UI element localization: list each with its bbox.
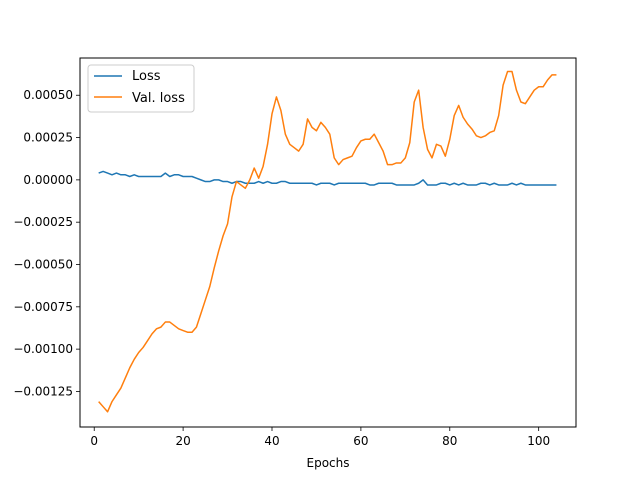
x-tick-label: 100 <box>527 434 550 448</box>
series-line-val-loss <box>98 70 557 413</box>
y-tick-label: −0.00075 <box>13 300 73 314</box>
x-tick-label: 80 <box>442 434 457 448</box>
legend-label-val-loss: Val. loss <box>132 91 185 106</box>
axis-ticks: 0 20 40 60 80 100 −0.00125 −0.00100 −0.00075 −0.0… <box>13 88 550 448</box>
y-tick-label: 0.00025 <box>23 131 73 145</box>
x-tick-label: 60 <box>353 434 368 448</box>
x-tick-label: 20 <box>175 434 190 448</box>
x-tick-label: 0 <box>90 434 98 448</box>
y-tick-label: −0.00100 <box>13 342 73 356</box>
legend-label-loss: Loss <box>132 69 161 84</box>
y-tick-label: 0.00000 <box>23 173 73 187</box>
y-tick-label: 0.00050 <box>23 88 73 102</box>
y-tick-label: −0.00125 <box>13 384 73 398</box>
plot-frame <box>79 57 577 428</box>
x-tick-label: 40 <box>264 434 279 448</box>
y-tick-label: −0.00025 <box>13 215 73 229</box>
series-line-loss <box>98 170 557 186</box>
plot-area <box>98 70 557 413</box>
legend: Loss Val. loss <box>87 64 195 113</box>
y-tick-label: −0.00050 <box>13 258 73 272</box>
x-axis-label: Epochs <box>307 456 350 470</box>
